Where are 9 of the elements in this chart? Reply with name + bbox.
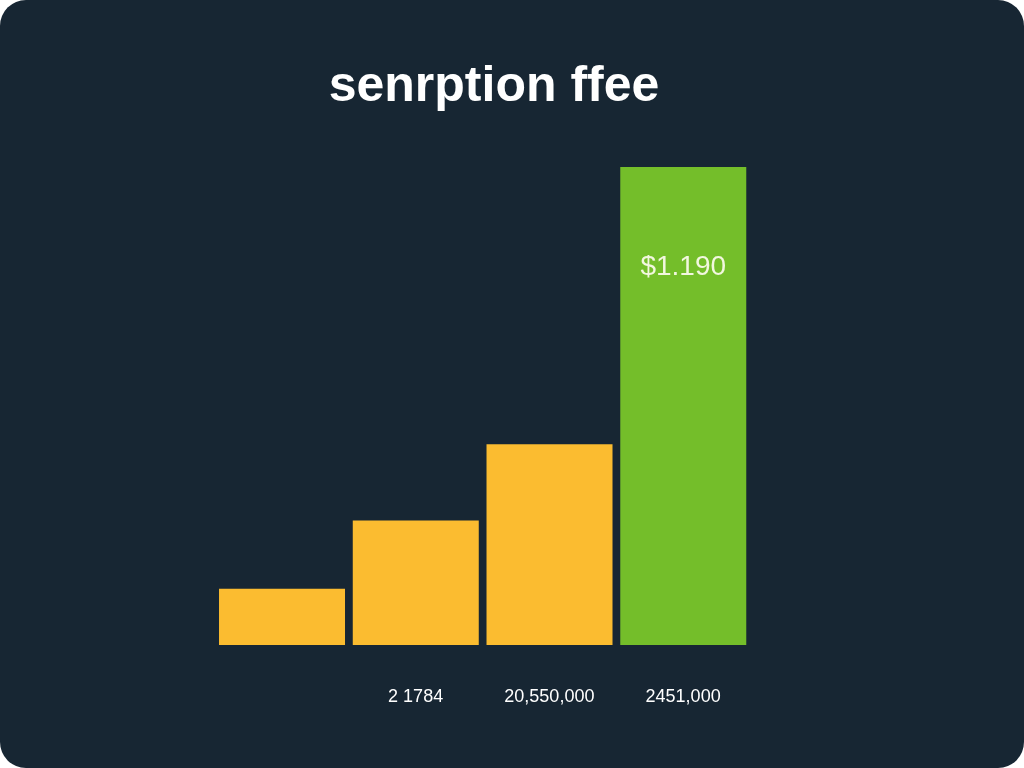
chart-title: senrption ffee	[327, 55, 661, 114]
x-tick-label: 2 1784	[388, 685, 444, 706]
x-tick-label: 20,550,000	[504, 685, 595, 706]
x-tick-label: 2451,000	[645, 685, 721, 706]
data-label: $1.190	[640, 250, 727, 281]
bar	[620, 167, 747, 645]
bar	[219, 588, 346, 645]
bar	[352, 520, 479, 645]
bar	[486, 444, 613, 645]
